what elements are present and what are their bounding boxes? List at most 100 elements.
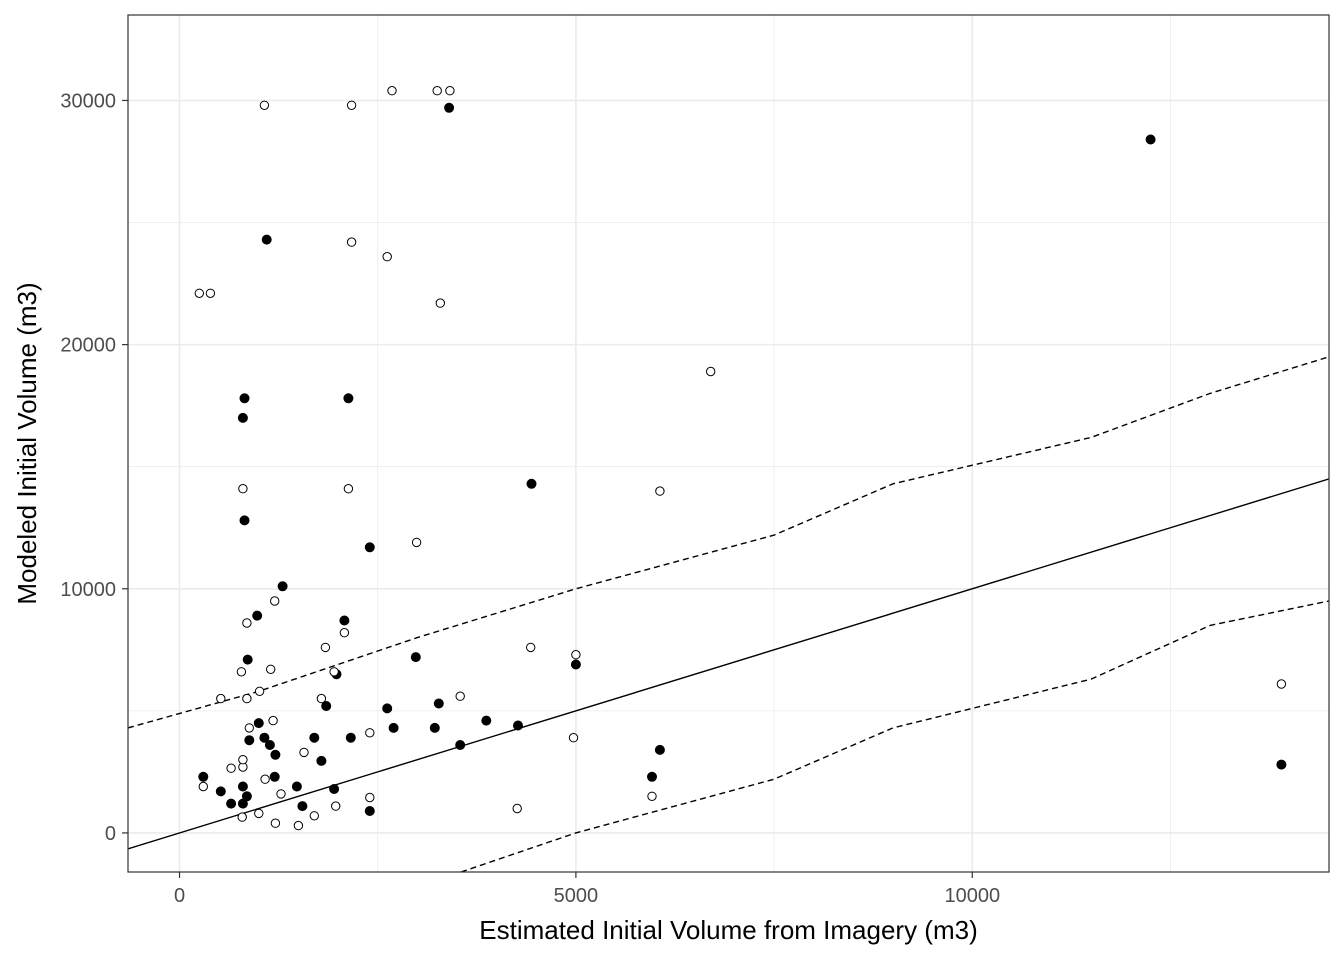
data-point-filled — [339, 615, 350, 626]
data-point-open — [339, 628, 350, 638]
data-point-filled — [309, 732, 320, 743]
data-point-open — [309, 811, 319, 821]
data-point-open — [299, 747, 309, 758]
panel-border — [127, 14, 1330, 873]
data-point-open — [270, 818, 281, 828]
data-point-open — [568, 733, 579, 743]
data-point-filled — [215, 786, 226, 797]
data-point-open — [260, 774, 270, 784]
data-point-filled — [382, 703, 393, 714]
data-point-filled — [252, 610, 263, 621]
data-point-filled — [237, 781, 248, 792]
reference-lines — [128, 356, 1329, 872]
x-axis-ticks: 0 5000 10000 — [174, 872, 1000, 907]
data-point-filled — [429, 722, 440, 733]
data-point-filled — [198, 771, 209, 782]
data-point-open — [571, 650, 581, 660]
data-point-open — [647, 791, 657, 801]
data-point-filled — [1276, 759, 1287, 770]
y-tick-label: 20000 — [60, 335, 116, 357]
data-point-filled — [455, 740, 466, 751]
data-point-filled — [345, 732, 356, 743]
data-point-filled — [364, 806, 375, 817]
data-point-filled — [242, 654, 253, 665]
data-point-open — [387, 86, 397, 96]
data-point-filled — [259, 732, 270, 743]
data-point-open — [432, 86, 442, 96]
data-point-filled — [264, 740, 275, 751]
data-point-open — [526, 642, 536, 653]
data-point-open — [254, 686, 265, 696]
data-point-open — [1276, 679, 1287, 689]
y-tick-label: 10000 — [60, 579, 116, 601]
data-point-filled — [291, 781, 302, 792]
data-point-filled — [388, 722, 399, 733]
data-point-filled — [364, 542, 375, 553]
data-point-open — [268, 715, 278, 726]
data-point-filled — [321, 701, 332, 712]
data-point-open — [655, 486, 665, 496]
data-point-filled — [444, 102, 455, 113]
data-point-open — [216, 693, 226, 704]
data-point-open — [293, 820, 304, 831]
data-point-open — [244, 723, 255, 733]
data-point-open — [455, 691, 465, 701]
data-point-filled — [261, 234, 272, 245]
data-point-open — [329, 667, 339, 677]
data-point-filled — [343, 393, 354, 404]
data-point-filled — [277, 581, 288, 592]
x-tick-label: 10000 — [944, 885, 1000, 907]
data-point-open — [198, 781, 209, 792]
grid-major — [128, 15, 1329, 872]
data-point-open — [331, 801, 341, 811]
data-point-open — [445, 86, 455, 96]
data-point-filled — [226, 798, 237, 809]
data-point-open — [226, 763, 236, 773]
data-point-open — [238, 755, 248, 765]
data-point-filled — [244, 735, 255, 746]
data-point-filled — [329, 784, 340, 795]
data-point-open — [237, 812, 247, 822]
data-point-open — [320, 642, 331, 653]
data-point-filled — [1145, 134, 1156, 145]
data-point-open — [259, 100, 270, 111]
data-point-filled — [270, 749, 281, 760]
data-point-filled — [269, 771, 280, 782]
data-point-open — [242, 618, 252, 628]
y-axis-ticks: 0 10000 20000 30000 — [60, 90, 128, 845]
data-point-filled — [647, 771, 658, 782]
x-axis-title: Estimated Initial Volume from Imagery (m… — [479, 915, 978, 945]
data-point-filled — [513, 720, 524, 731]
data-point-open — [276, 789, 286, 799]
data-points — [194, 86, 1287, 831]
data-point-filled — [239, 515, 250, 526]
data-point-open — [435, 298, 445, 308]
data-point-open — [411, 537, 422, 548]
data-point-open — [346, 237, 357, 247]
data-point-filled — [237, 412, 248, 423]
data-point-open — [194, 288, 205, 298]
data-point-filled — [241, 791, 252, 802]
data-point-filled — [239, 393, 250, 404]
data-point-filled — [433, 698, 444, 709]
grid-minor — [128, 15, 1329, 872]
data-point-filled — [570, 659, 581, 670]
dashed-bound-line — [128, 356, 1329, 729]
y-axis-title: Modeled Initial Volume (m3) — [12, 282, 42, 604]
data-point-filled — [481, 715, 492, 726]
data-point-filled — [410, 652, 421, 663]
data-point-open — [346, 100, 357, 111]
data-point-open — [706, 366, 716, 377]
y-tick-label: 30000 — [60, 90, 116, 112]
data-point-open — [254, 808, 264, 819]
data-point-open — [266, 664, 276, 674]
data-point-open — [316, 693, 327, 704]
x-tick-label: 5000 — [554, 885, 599, 907]
data-point-open — [236, 667, 247, 677]
data-point-open — [365, 728, 375, 738]
dashed-bound-line — [460, 600, 1329, 872]
data-point-filled — [316, 755, 327, 766]
data-point-filled — [526, 478, 537, 489]
